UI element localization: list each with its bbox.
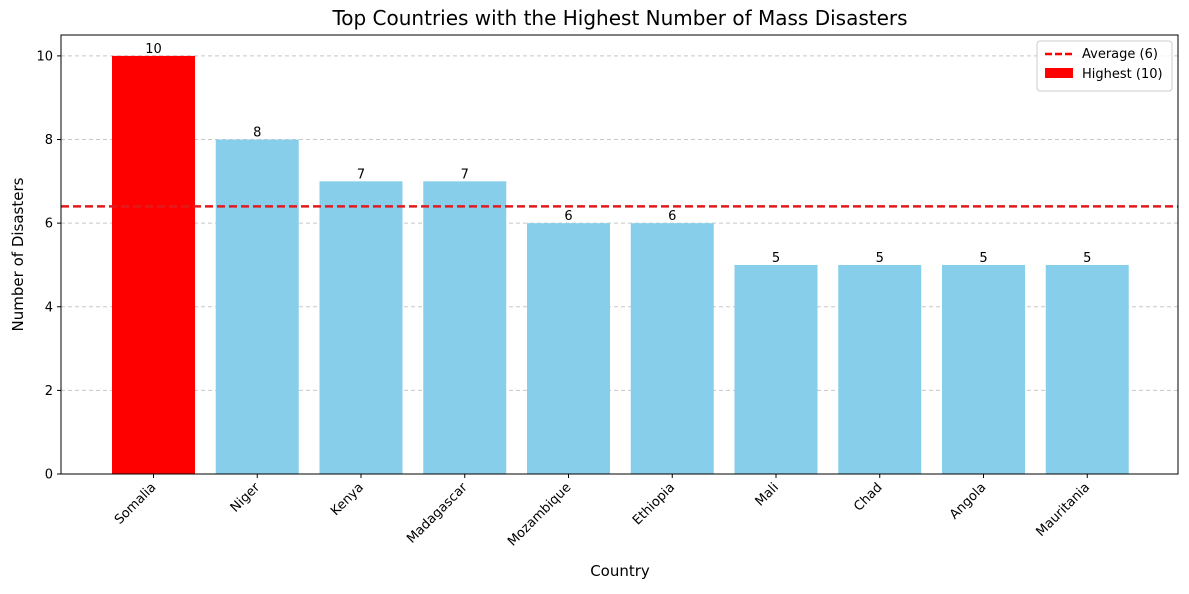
x-axis: Somalia Niger Kenya Madagascar Mozambique Eth…	[112, 474, 1093, 550]
bar-mauritania	[1045, 264, 1129, 474]
x-tick-label-ethiopia: Ethiopia	[630, 480, 678, 528]
bar-ethiopia	[630, 223, 714, 474]
y-tick-label-0: 0	[45, 468, 53, 483]
bars	[112, 55, 1129, 475]
data-label-madagascar: 7	[461, 167, 469, 182]
data-label-chad: 5	[876, 251, 884, 266]
chart-title: Top Countries with the Highest Number of…	[331, 6, 907, 30]
data-label-ethiopia: 6	[668, 209, 676, 224]
x-tick-label-kenya: Kenya	[328, 480, 367, 519]
data-label-mali: 5	[772, 251, 780, 266]
bar-niger	[215, 139, 299, 474]
data-label-kenya: 7	[357, 167, 365, 182]
bar-mozambique	[527, 223, 610, 474]
x-tick-label-chad: Chad	[851, 480, 885, 514]
y-axis-label: Number of Disasters	[9, 177, 27, 331]
y-tick-label-6: 6	[45, 217, 53, 232]
bar-angola	[942, 264, 1025, 474]
data-labels: 10 8 7 7 6 6 5 5 5 5	[145, 42, 1091, 266]
data-label-niger: 8	[253, 126, 261, 141]
data-label-somalia: 10	[145, 42, 162, 57]
bar-somalia	[112, 55, 195, 475]
legend-average-label: Average (6)	[1082, 47, 1158, 62]
bar-madagascar	[423, 181, 507, 475]
x-tick-label-mozambique: Mozambique	[505, 480, 574, 549]
bar-chad	[838, 264, 922, 474]
data-label-mozambique: 6	[564, 209, 572, 224]
y-tick-label-4: 4	[45, 300, 53, 315]
y-axis: 0 2 4 6 8 10	[36, 49, 61, 483]
legend-highest-label: Highest (10)	[1082, 67, 1163, 82]
bar-kenya	[319, 181, 403, 475]
data-label-mauritania: 5	[1083, 251, 1091, 266]
y-tick-label-10: 10	[36, 49, 53, 64]
x-tick-label-madagascar: Madagascar	[404, 480, 471, 547]
data-label-angola: 5	[979, 251, 987, 266]
legend-highest-swatch	[1045, 68, 1073, 78]
x-tick-label-mali: Mali	[753, 480, 782, 509]
y-tick-label-2: 2	[45, 384, 53, 399]
plot-frame	[60, 34, 1179, 475]
x-tick-label-angola: Angola	[947, 480, 989, 522]
legend: Average (6) Highest (10)	[1036, 40, 1173, 92]
x-tick-label-mauritania: Mauritania	[1033, 480, 1093, 540]
x-axis-label: Country	[590, 562, 650, 580]
x-tick-label-somalia: Somalia	[112, 480, 159, 527]
x-tick-label-niger: Niger	[228, 480, 264, 516]
bar-mali	[734, 264, 818, 474]
y-tick-label-8: 8	[45, 133, 53, 148]
